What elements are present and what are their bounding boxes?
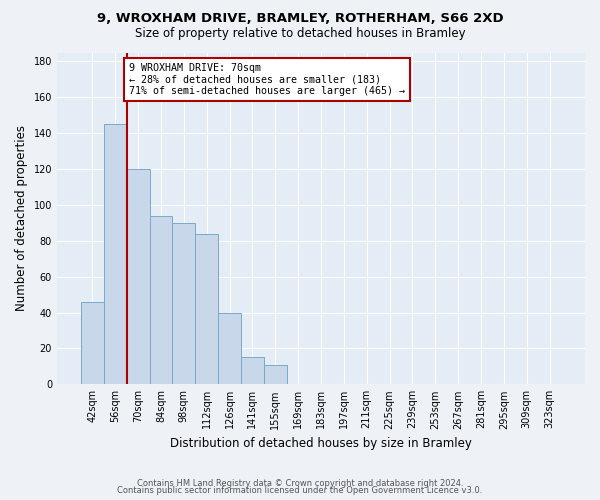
- X-axis label: Distribution of detached houses by size in Bramley: Distribution of detached houses by size …: [170, 437, 472, 450]
- Bar: [195, 234, 218, 384]
- Text: 9, WROXHAM DRIVE, BRAMLEY, ROTHERHAM, S66 2XD: 9, WROXHAM DRIVE, BRAMLEY, ROTHERHAM, S6…: [97, 12, 503, 26]
- Bar: [172, 223, 195, 384]
- Y-axis label: Number of detached properties: Number of detached properties: [15, 126, 28, 312]
- Bar: [149, 216, 172, 384]
- Bar: [241, 358, 264, 384]
- Bar: [264, 364, 287, 384]
- Text: Contains HM Land Registry data © Crown copyright and database right 2024.: Contains HM Land Registry data © Crown c…: [137, 478, 463, 488]
- Bar: [104, 124, 127, 384]
- Text: 9 WROXHAM DRIVE: 70sqm
← 28% of detached houses are smaller (183)
71% of semi-de: 9 WROXHAM DRIVE: 70sqm ← 28% of detached…: [129, 64, 405, 96]
- Text: Size of property relative to detached houses in Bramley: Size of property relative to detached ho…: [134, 28, 466, 40]
- Bar: [218, 312, 241, 384]
- Bar: [81, 302, 104, 384]
- Text: Contains public sector information licensed under the Open Government Licence v3: Contains public sector information licen…: [118, 486, 482, 495]
- Bar: [127, 169, 149, 384]
